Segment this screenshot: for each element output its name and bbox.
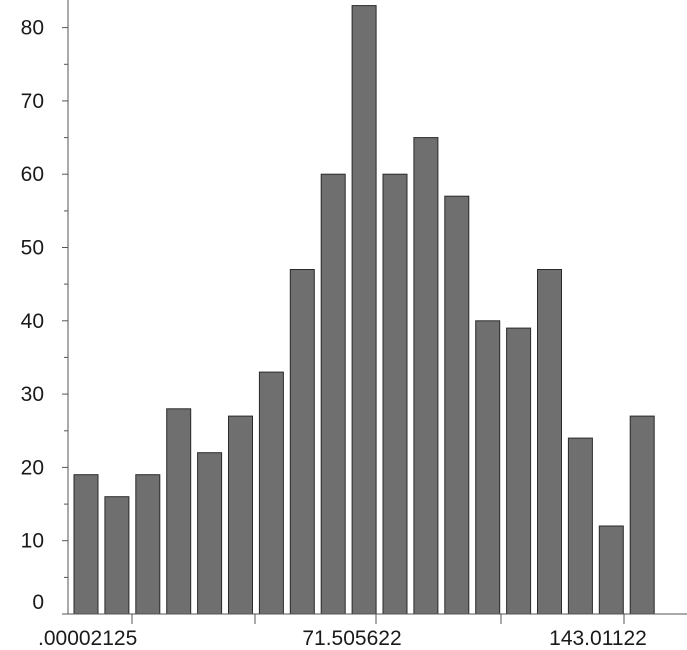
y-ticks: 0 10 20 30 40 50 60 70 80 (21, 17, 68, 614)
x-tick-label: 71.505622 (302, 627, 401, 650)
bar-19 (629, 415, 655, 615)
bar-14 (475, 320, 501, 615)
x-tick-label: .00002125 (38, 627, 137, 650)
bar-11 (382, 173, 408, 615)
y-tick-label: 30 (21, 383, 44, 406)
bar-8 (289, 269, 315, 615)
x-ticks: .00002125 71.505622 143.01122 (38, 614, 647, 650)
y-tick-label: 10 (21, 530, 44, 553)
y-tick-label: 60 (21, 163, 44, 186)
bar-4 (166, 408, 192, 615)
bar-7 (258, 371, 284, 615)
bar-2 (104, 496, 130, 615)
bar-5 (197, 452, 223, 615)
y-tick-label: 80 (21, 17, 44, 40)
bar-10 (351, 5, 377, 615)
bar-9 (320, 173, 346, 615)
bar-12 (413, 137, 439, 615)
bar-18 (598, 525, 624, 615)
y-tick-label: 40 (21, 310, 44, 333)
x-axis: .00002125 71.505622 143.01122 (38, 613, 687, 650)
y-tick-label: 70 (21, 90, 44, 113)
y-axis: 0 10 20 30 40 50 60 70 80 (21, 0, 69, 614)
bar-15 (506, 327, 532, 615)
bar-6 (228, 415, 253, 615)
y-tick-label: 20 (21, 456, 44, 479)
y-tick-label: 50 (21, 237, 44, 260)
bars-group (73, 5, 655, 615)
x-tick-label: 143.01122 (549, 627, 647, 650)
bar-3 (135, 474, 161, 615)
bar-13 (444, 195, 470, 615)
y-tick-label: 0 (32, 591, 44, 614)
bar-1 (73, 474, 99, 615)
bar-17 (567, 437, 593, 615)
bar-16 (537, 269, 562, 615)
